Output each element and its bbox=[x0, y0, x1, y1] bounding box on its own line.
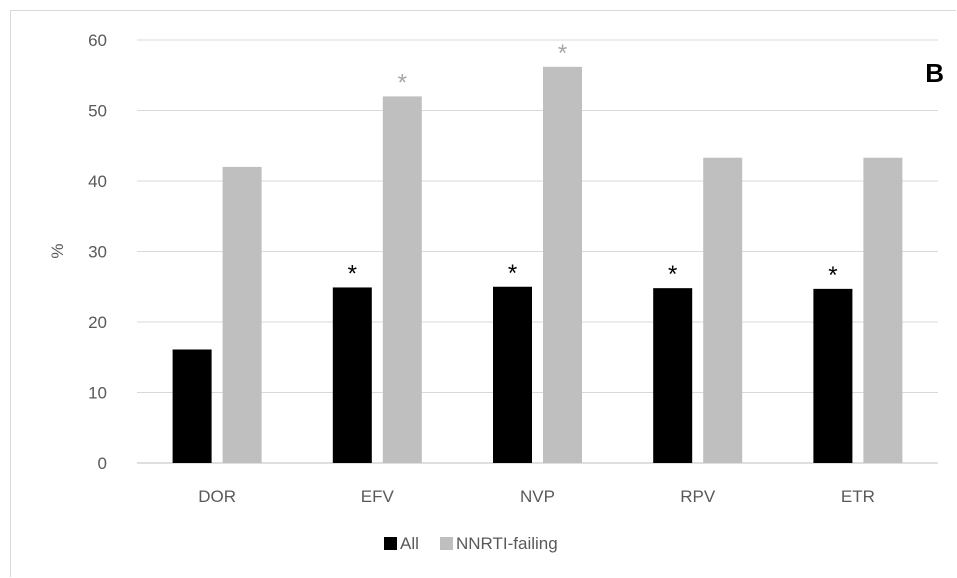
y-tick-label-40: 40 bbox=[88, 172, 107, 191]
bar-all-rpv bbox=[653, 288, 693, 463]
significance-marker-nnrti-failing-nvp: * bbox=[558, 40, 567, 67]
y-axis-label: % bbox=[48, 243, 67, 258]
bar-nnrti-failing-nvp bbox=[543, 66, 582, 463]
legend-swatch-all bbox=[384, 537, 397, 550]
y-tick-label-50: 50 bbox=[88, 102, 107, 121]
y-tick-label-10: 10 bbox=[88, 384, 107, 403]
panel-label: B bbox=[925, 58, 944, 88]
bar-all-dor bbox=[172, 349, 212, 463]
significance-marker-nnrti-failing-efv: * bbox=[398, 69, 407, 96]
bar-nnrti-failing-etr bbox=[863, 157, 903, 464]
x-tick-label-rpv: RPV bbox=[680, 487, 716, 506]
x-tick-label-etr: ETR bbox=[841, 487, 875, 506]
legend-label-nnrti-failing: NNRTI-failing bbox=[456, 534, 558, 553]
significance-marker-all-rpv: * bbox=[668, 261, 677, 288]
x-tick-label-efv: EFV bbox=[361, 487, 395, 506]
chart-frame bbox=[10, 10, 956, 577]
bar-all-etr bbox=[813, 288, 853, 463]
y-tick-label-0: 0 bbox=[98, 454, 107, 473]
x-tick-label-dor: DOR bbox=[198, 487, 236, 506]
bar-nnrti-failing-dor bbox=[222, 166, 262, 463]
y-tick-label-30: 30 bbox=[88, 243, 107, 262]
bar-nnrti-failing-rpv bbox=[703, 157, 743, 464]
significance-marker-all-nvp: * bbox=[508, 260, 517, 287]
legend-swatch-nnrti-failing bbox=[440, 537, 453, 550]
legend-label-all: All bbox=[400, 534, 419, 553]
significance-marker-all-etr: * bbox=[828, 262, 837, 289]
significance-marker-all-efv: * bbox=[348, 260, 357, 287]
x-tick-label-nvp: NVP bbox=[520, 487, 555, 506]
bar-all-efv bbox=[332, 287, 372, 463]
bar-all-nvp bbox=[493, 286, 532, 463]
y-tick-label-20: 20 bbox=[88, 313, 107, 332]
bar-nnrti-failing-efv bbox=[382, 96, 422, 464]
y-tick-label-60: 60 bbox=[88, 31, 107, 50]
